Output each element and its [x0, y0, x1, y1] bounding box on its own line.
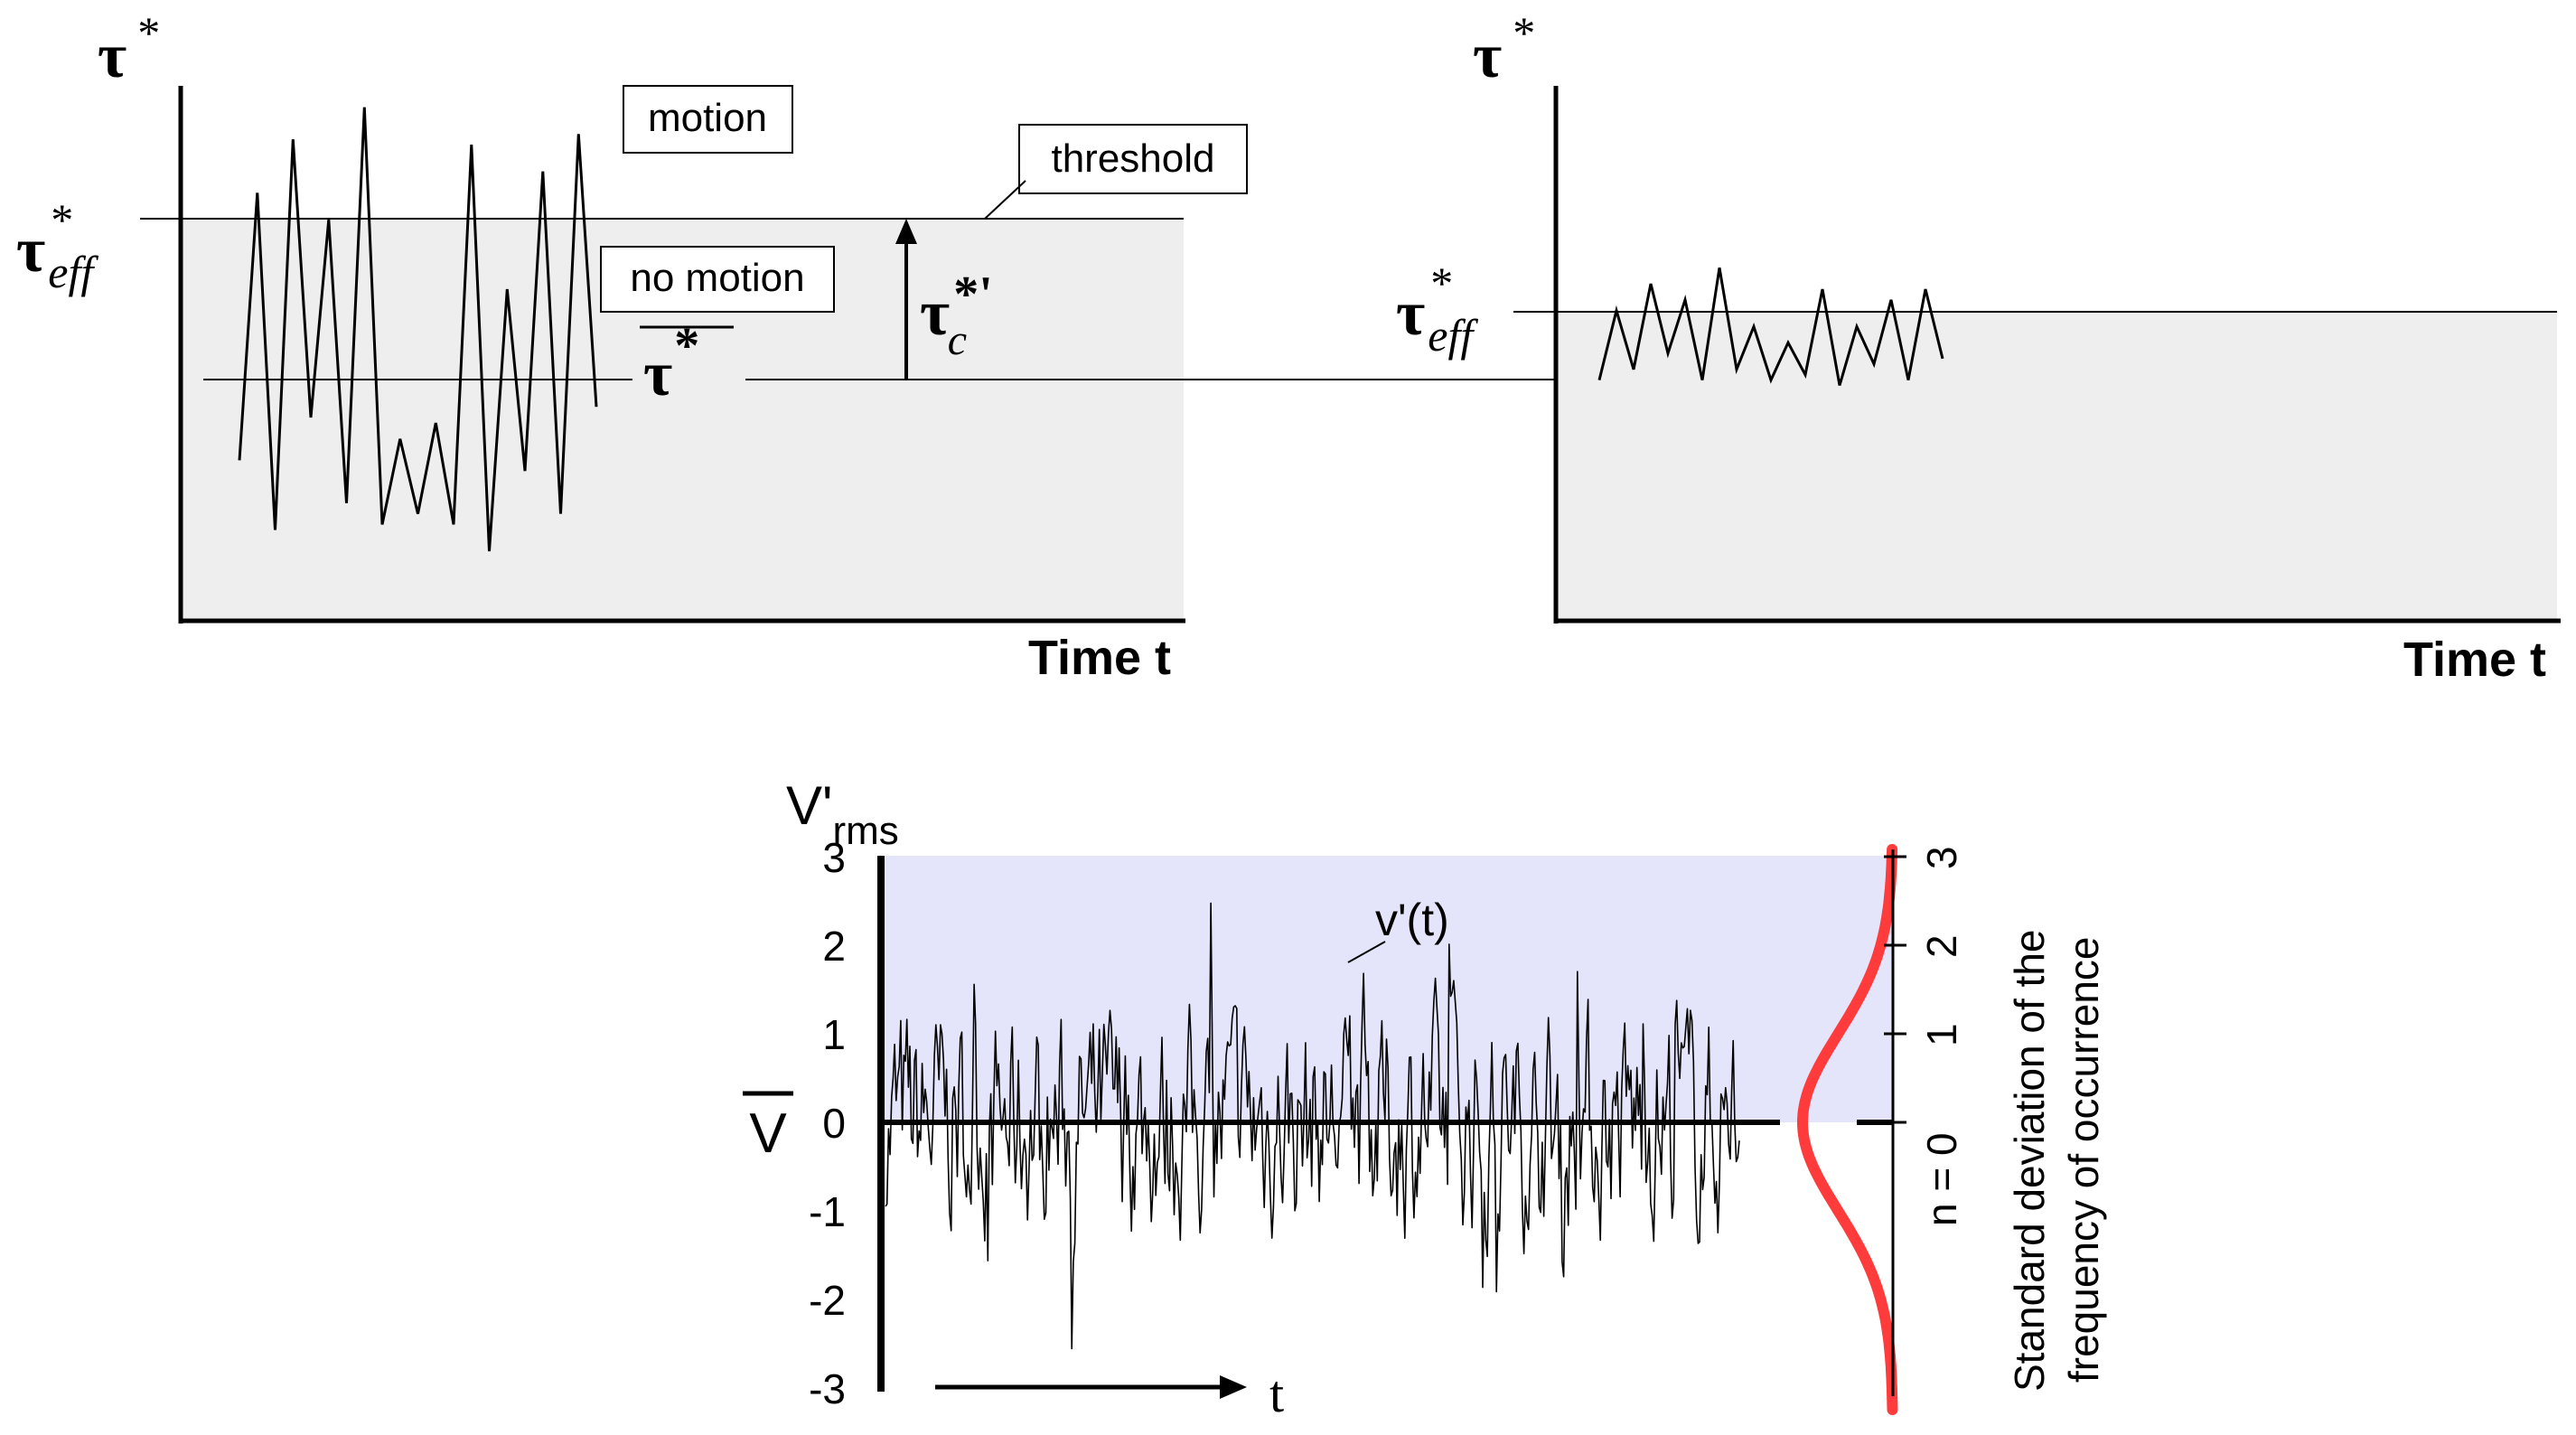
no-motion-region-right [1556, 312, 2557, 621]
motion-label-box [623, 85, 793, 154]
time-label: t [1269, 1365, 1284, 1423]
rms-band [881, 856, 1893, 1122]
left-tick-label: -2 [809, 1277, 846, 1324]
shear-trace-left [238, 107, 598, 552]
tau-eff-label-right: τ * eff [1396, 258, 1478, 361]
threshold-label: threshold [1051, 136, 1214, 181]
right-axis-title-line2: frequency of occurrence [2060, 937, 2107, 1383]
right-tick-label: n = 0 [1918, 1132, 1965, 1226]
no-motion-label: no motion [630, 256, 804, 300]
threshold-label-box [1018, 124, 1248, 194]
tau-eff-label-left: τ * eff [16, 194, 98, 297]
right-tick-label: 1 [1918, 1023, 1965, 1046]
panel-bottom: V'rms V 3 2 1 0 -1 -2 -3 v'(t) t 3 2 1 n = 0 Stan… [743, 775, 2107, 1423]
series-leader [1347, 941, 1386, 963]
left-tick-label: 2 [822, 923, 846, 970]
left-tick-label: -3 [809, 1365, 846, 1412]
right-tick-marks: 3 2 1 n = 0 [1884, 846, 1965, 1226]
left-tick-label: 0 [822, 1100, 846, 1147]
x-axis-label-right: Time t [2403, 633, 2546, 687]
mean-tau-label: τ* [643, 318, 699, 409]
right-tick-label: 3 [1918, 846, 1965, 869]
threshold-leader [984, 180, 1026, 220]
no-motion-label-box [600, 246, 835, 313]
time-arrow-head [1220, 1375, 1247, 1399]
right-tick-label: 2 [1918, 934, 1965, 958]
left-tick-label: 3 [822, 834, 846, 881]
right-axis-title-line1: Standard deviation of the [2006, 930, 2053, 1392]
critical-arrow-head [895, 219, 917, 244]
tau-c-label: τ*' c [920, 267, 993, 364]
panel-left: τ * τ * eff motion no motion threshold τ* τ… [16, 7, 2218, 685]
y-axis-label-right: τ * [1473, 7, 1535, 91]
panel-right: τ * τ * eff Time t [1396, 7, 2561, 687]
x-axis-label-left: Time t [1028, 631, 1171, 685]
shear-trace-right [1597, 267, 1944, 386]
series-label: v'(t) [1375, 895, 1449, 945]
left-tick-labels: 3 2 1 0 -1 -2 -3 [809, 834, 846, 1412]
left-tick-label: -1 [809, 1188, 846, 1235]
velocity-fluctuation-trace [885, 902, 1740, 1350]
frequency-distribution-curve [1797, 844, 1898, 1415]
left-tick-label: 1 [822, 1011, 846, 1058]
y-axis-label-bottom: V'rms [786, 775, 899, 853]
y-axis-label-left: τ * [98, 7, 160, 91]
motion-label: motion [648, 96, 767, 140]
mean-v-label: V [749, 1102, 787, 1165]
